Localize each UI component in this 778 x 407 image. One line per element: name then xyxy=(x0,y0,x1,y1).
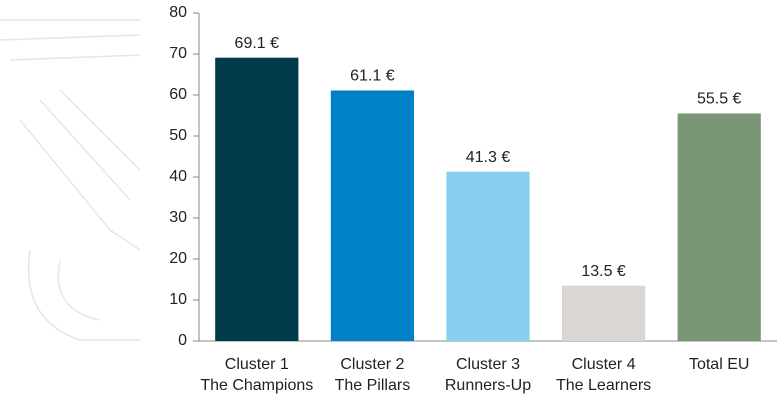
y-tick-label: 50 xyxy=(169,127,187,144)
bar xyxy=(446,171,530,341)
y-tick-label: 60 xyxy=(169,86,187,103)
x-tick-label: Runners-Up xyxy=(445,377,531,394)
value-label: 55.5 € xyxy=(697,91,742,108)
y-tick-label: 70 xyxy=(169,45,187,62)
x-tick-label: Cluster 3 xyxy=(456,356,520,373)
bar xyxy=(330,90,415,342)
y-tick-label: 10 xyxy=(169,291,187,308)
background-decoration xyxy=(0,19,141,341)
value-label: 69.1 € xyxy=(235,35,280,52)
x-tick-label: Cluster 4 xyxy=(572,356,636,373)
x-tick-label: The Learners xyxy=(556,377,651,394)
x-tick-label: The Pillars xyxy=(335,377,411,394)
y-tick-label: 80 xyxy=(169,4,187,21)
y-tick-label: 0 xyxy=(178,332,187,349)
x-tick-label: Cluster 2 xyxy=(340,356,404,373)
y-tick-label: 30 xyxy=(169,209,187,226)
x-tick-label: The Champions xyxy=(200,377,313,394)
y-tick-label: 20 xyxy=(169,250,187,267)
bar xyxy=(561,285,646,341)
y-tick-label: 40 xyxy=(169,168,187,185)
x-tick-label: Total EU xyxy=(689,356,749,373)
bar xyxy=(677,113,761,341)
value-label: 61.1 € xyxy=(350,68,395,85)
x-tick-label: Cluster 1 xyxy=(225,356,289,373)
value-label: 41.3 € xyxy=(466,149,511,166)
bar xyxy=(215,57,299,341)
value-label: 13.5 € xyxy=(581,263,626,280)
